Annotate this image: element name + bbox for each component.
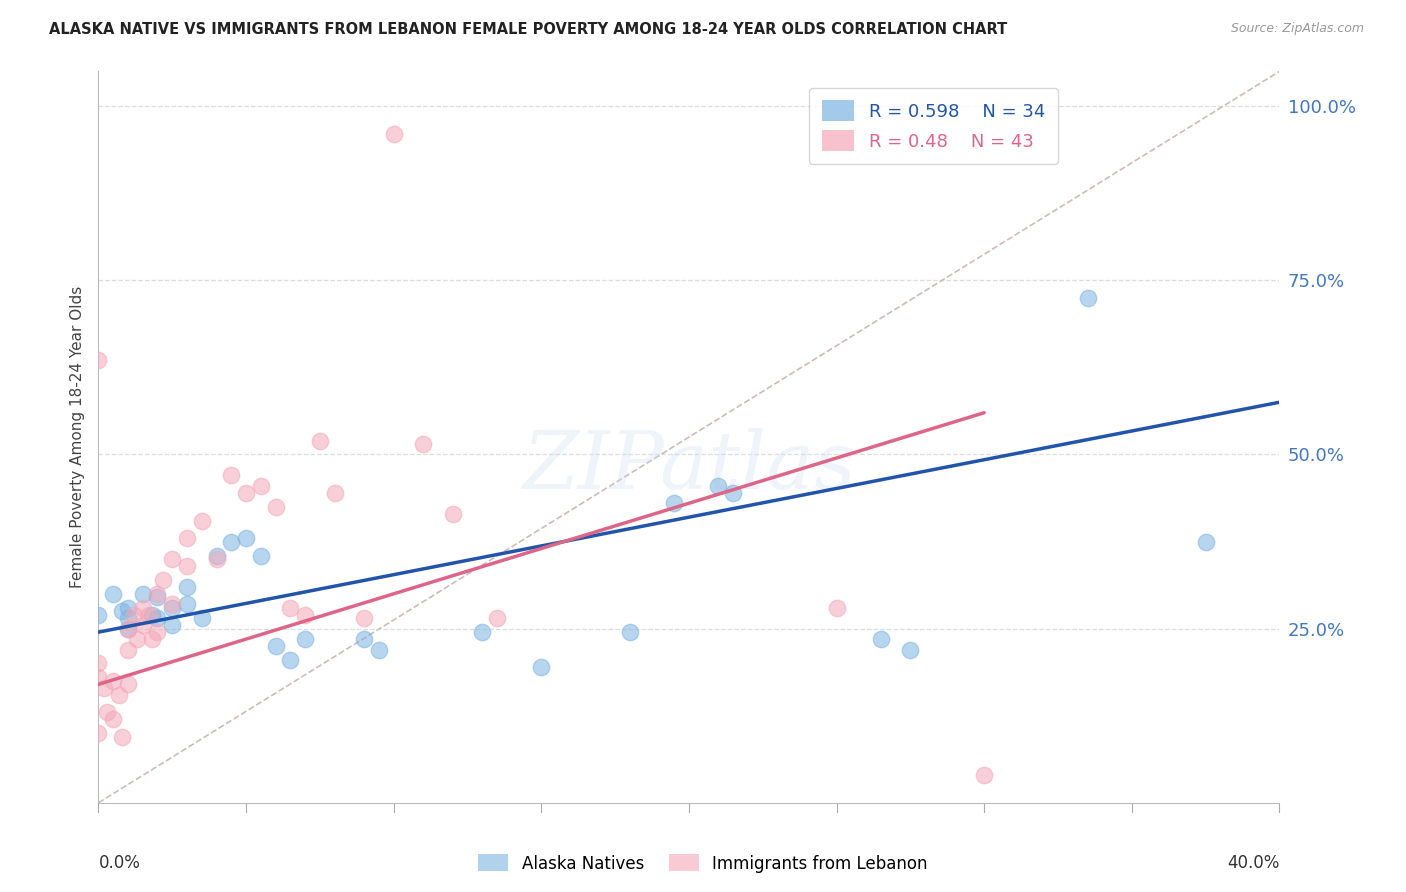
Point bbox=[87, 353, 110, 368]
Point bbox=[441, 507, 464, 521]
Point bbox=[162, 618, 183, 632]
Point bbox=[205, 552, 228, 566]
Point bbox=[664, 496, 686, 510]
Point bbox=[132, 587, 155, 601]
Point bbox=[87, 657, 110, 671]
Point bbox=[280, 600, 302, 615]
Point bbox=[1195, 534, 1218, 549]
Point bbox=[235, 531, 257, 545]
Point bbox=[486, 611, 509, 625]
Point bbox=[973, 768, 995, 782]
Point bbox=[111, 730, 134, 744]
Point bbox=[122, 607, 145, 622]
Legend: Alaska Natives, Immigrants from Lebanon: Alaska Natives, Immigrants from Lebanon bbox=[471, 847, 935, 880]
Point bbox=[191, 611, 214, 625]
Point bbox=[309, 434, 332, 448]
Point bbox=[111, 604, 134, 618]
Point bbox=[1077, 291, 1099, 305]
Point bbox=[146, 611, 169, 625]
Text: 40.0%: 40.0% bbox=[1227, 854, 1279, 872]
Text: Source: ZipAtlas.com: Source: ZipAtlas.com bbox=[1230, 22, 1364, 36]
Point bbox=[103, 712, 125, 726]
Text: 0.0%: 0.0% bbox=[98, 854, 141, 872]
Point bbox=[825, 600, 848, 615]
Point bbox=[103, 587, 125, 601]
Point bbox=[117, 642, 139, 657]
Point bbox=[117, 611, 139, 625]
Point bbox=[162, 552, 183, 566]
Point bbox=[87, 726, 110, 740]
Point bbox=[353, 611, 375, 625]
Point bbox=[250, 479, 273, 493]
Point bbox=[117, 622, 139, 636]
Point bbox=[264, 639, 287, 653]
Point bbox=[96, 705, 118, 719]
Point bbox=[117, 677, 139, 691]
Point bbox=[117, 622, 139, 636]
Point bbox=[93, 681, 115, 695]
Point bbox=[103, 673, 125, 688]
Point bbox=[108, 688, 131, 702]
Point bbox=[138, 607, 160, 622]
Point bbox=[141, 632, 163, 646]
Point bbox=[141, 607, 163, 622]
Point bbox=[125, 632, 148, 646]
Point bbox=[280, 653, 302, 667]
Point bbox=[176, 558, 198, 573]
Point bbox=[619, 625, 641, 640]
Point bbox=[870, 632, 893, 646]
Point bbox=[146, 591, 169, 605]
Legend: R = 0.598    N = 34, R = 0.48    N = 43: R = 0.598 N = 34, R = 0.48 N = 43 bbox=[810, 87, 1057, 164]
Point bbox=[471, 625, 494, 640]
Point bbox=[707, 479, 730, 493]
Point bbox=[368, 642, 391, 657]
Point bbox=[205, 549, 228, 563]
Point bbox=[294, 632, 316, 646]
Point bbox=[221, 468, 243, 483]
Text: ZIPatlas: ZIPatlas bbox=[522, 427, 856, 505]
Point bbox=[146, 625, 169, 640]
Point bbox=[87, 670, 110, 684]
Point bbox=[117, 600, 139, 615]
Point bbox=[412, 437, 434, 451]
Point bbox=[900, 642, 922, 657]
Point bbox=[146, 587, 169, 601]
Y-axis label: Female Poverty Among 18-24 Year Olds: Female Poverty Among 18-24 Year Olds bbox=[69, 286, 84, 588]
Point bbox=[264, 500, 287, 514]
Point bbox=[152, 573, 174, 587]
Point bbox=[250, 549, 273, 563]
Text: ALASKA NATIVE VS IMMIGRANTS FROM LEBANON FEMALE POVERTY AMONG 18-24 YEAR OLDS CO: ALASKA NATIVE VS IMMIGRANTS FROM LEBANON… bbox=[49, 22, 1008, 37]
Point bbox=[353, 632, 375, 646]
Point bbox=[323, 485, 346, 500]
Point bbox=[235, 485, 257, 500]
Point bbox=[176, 597, 198, 611]
Point bbox=[382, 127, 405, 141]
Point bbox=[87, 607, 110, 622]
Point bbox=[162, 600, 183, 615]
Point bbox=[132, 600, 155, 615]
Point bbox=[162, 597, 183, 611]
Point bbox=[132, 618, 155, 632]
Point bbox=[176, 580, 198, 594]
Point bbox=[294, 607, 316, 622]
Point bbox=[221, 534, 243, 549]
Point bbox=[191, 514, 214, 528]
Point bbox=[176, 531, 198, 545]
Point bbox=[723, 485, 745, 500]
Point bbox=[530, 660, 553, 674]
